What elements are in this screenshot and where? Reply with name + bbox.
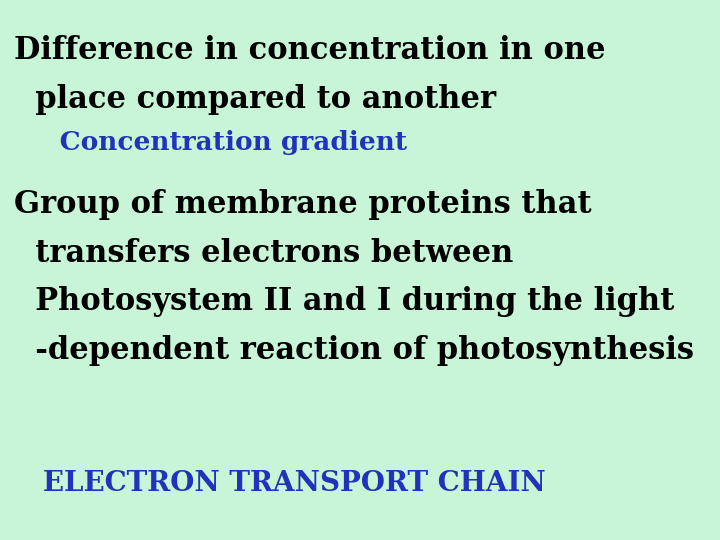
Text: Photosystem II and I during the light: Photosystem II and I during the light (14, 286, 675, 317)
Text: ELECTRON TRANSPORT CHAIN: ELECTRON TRANSPORT CHAIN (14, 470, 546, 497)
Text: Concentration gradient: Concentration gradient (14, 130, 408, 154)
Text: Difference in concentration in one: Difference in concentration in one (14, 35, 606, 66)
Text: Group of membrane proteins that: Group of membrane proteins that (14, 189, 592, 220)
Text: place compared to another: place compared to another (14, 84, 497, 114)
Text: transfers electrons between: transfers electrons between (14, 238, 514, 268)
Text: -dependent reaction of photosynthesis: -dependent reaction of photosynthesis (14, 335, 694, 366)
